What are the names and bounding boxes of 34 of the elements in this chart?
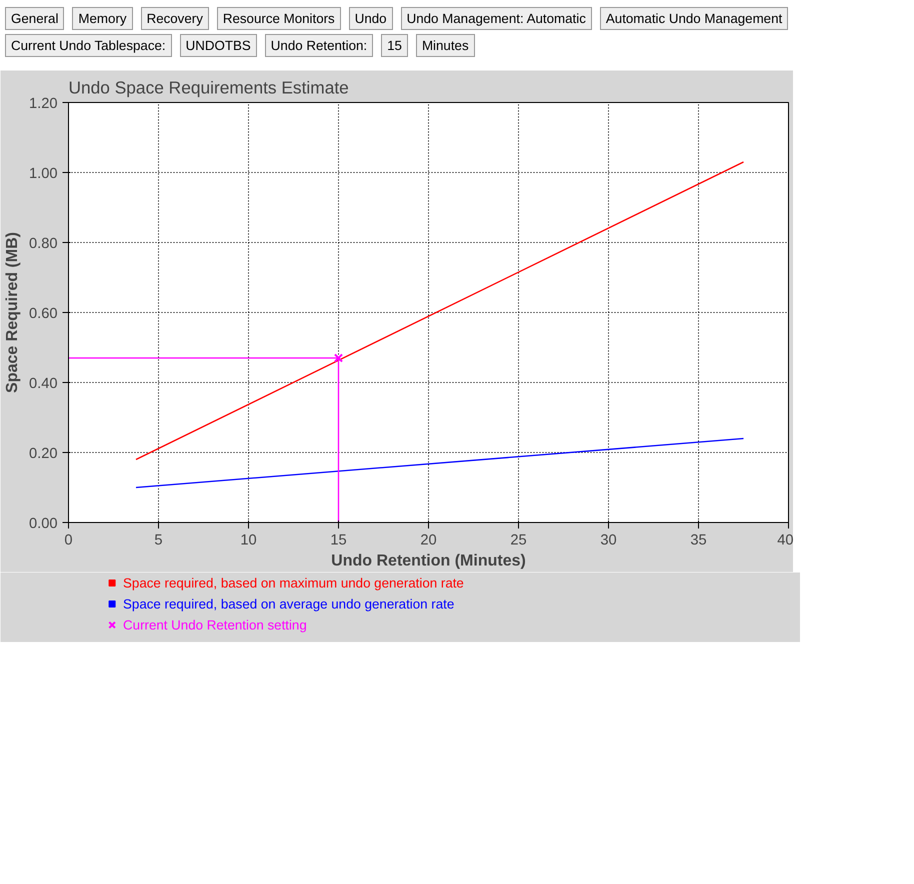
text: Undo	[348, 7, 393, 30]
y-tick-label: 0.80	[28, 236, 58, 252]
text: Resource Monitors	[216, 7, 341, 30]
text: Automatic Undo Management	[600, 7, 788, 30]
y-tick-label: 0.00	[28, 516, 58, 532]
text: Recovery	[140, 7, 209, 30]
x-tick-label: 0	[64, 532, 73, 548]
text: General	[5, 7, 64, 30]
x-tick-label: 15	[330, 532, 347, 548]
x-tick-label: 5	[154, 532, 163, 548]
text: Undo Retention:	[264, 34, 374, 58]
legend-label: Current Undo Retention setting	[123, 618, 307, 632]
text: Memory	[72, 7, 133, 30]
y-tick-label: 0.60	[28, 306, 58, 322]
legend-label: Space required, based on maximum undo generation rate	[123, 576, 464, 590]
x-tick-label: 40	[777, 532, 794, 548]
text: Undo Management: Automatic	[400, 7, 592, 30]
x-tick-label: 25	[510, 532, 527, 548]
y-tick-label: 1.00	[28, 166, 58, 182]
legend-label: Space required, based on average undo generation rate	[123, 596, 454, 612]
text: Current Undo Tablespace:	[5, 34, 172, 58]
y-tick-label: 0.40	[28, 376, 58, 392]
x-tick-label: 20	[420, 532, 437, 548]
text: 15	[381, 34, 408, 58]
text: UNDOTBS	[180, 34, 257, 58]
x-tick-label: 10	[240, 532, 257, 548]
x-tick-label: 35	[690, 532, 707, 548]
y-tick-label: 1.20	[28, 96, 58, 112]
y-tick-label: 0.20	[28, 446, 58, 462]
text: Minutes	[416, 34, 475, 58]
chart-title: Undo Space Requirements Estimate	[68, 78, 349, 98]
x-axis-title: Undo Retention (Minutes)	[331, 552, 526, 570]
y-axis-title: Space Required (MB)	[4, 232, 21, 393]
x-tick-label: 30	[600, 532, 617, 548]
